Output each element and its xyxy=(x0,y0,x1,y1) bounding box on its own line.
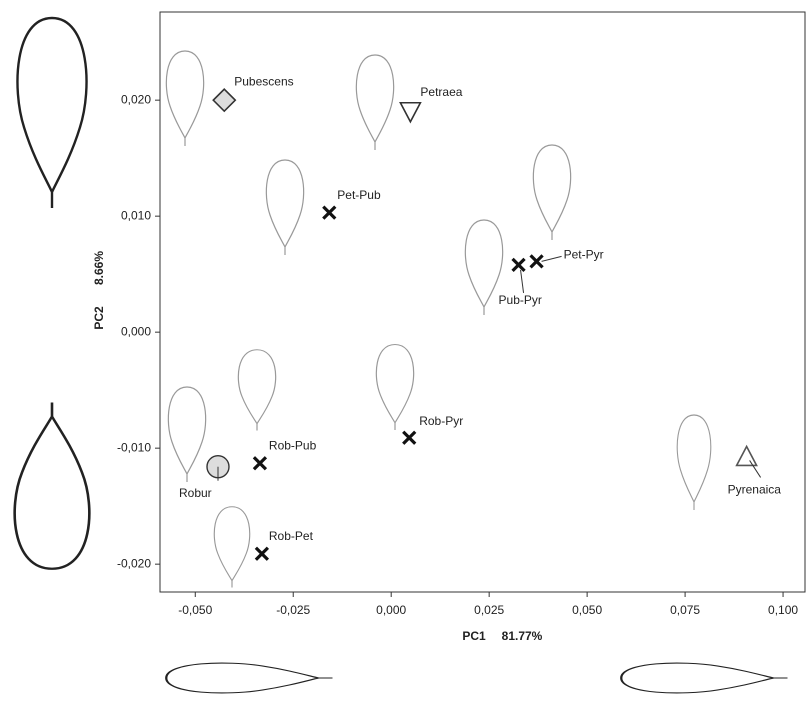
x-tick-label: -0,025 xyxy=(276,603,310,617)
leader-line xyxy=(541,255,562,262)
x-tick-label: -0,050 xyxy=(178,603,212,617)
point-label: Pub-Pyr xyxy=(499,293,542,307)
point xyxy=(529,254,544,269)
y-tick-label: 0,000 xyxy=(121,324,151,338)
leaf-outline xyxy=(464,219,504,316)
x-tick-label: 0,050 xyxy=(572,603,602,617)
point-label: Pubescens xyxy=(234,74,293,88)
x-axis-title: PC1 xyxy=(462,629,486,643)
leaf-outline xyxy=(355,54,395,151)
point xyxy=(252,456,268,471)
point xyxy=(399,101,422,124)
y-axis-percent: 8.66% xyxy=(92,251,106,285)
leaf-outline xyxy=(375,343,415,431)
leaf-outline xyxy=(213,506,251,589)
point xyxy=(735,444,758,467)
leaf-outline xyxy=(676,414,712,511)
plot-frame xyxy=(159,11,806,593)
y-axis-title: PC2 xyxy=(92,306,106,330)
leaf-outline xyxy=(16,16,88,210)
point-label: Rob-Pub xyxy=(269,438,317,452)
leaf-outline xyxy=(620,661,789,695)
leaf-outline xyxy=(165,661,334,695)
point xyxy=(402,430,417,445)
y-tick-label: -0,010 xyxy=(117,440,151,454)
y-tick-label: 0,010 xyxy=(121,208,151,222)
point-label: Petraea xyxy=(420,85,462,99)
leaf-outline xyxy=(165,50,205,147)
leaf-outline xyxy=(237,349,277,432)
point xyxy=(212,88,237,113)
point xyxy=(254,546,270,561)
y-tick-label: 0,020 xyxy=(121,92,151,106)
leader-line xyxy=(749,460,762,478)
point xyxy=(511,257,526,273)
x-axis-percent: 81.77% xyxy=(502,629,543,643)
point-label: Pet-Pyr xyxy=(564,248,604,262)
x-tick-label: 0,100 xyxy=(768,603,798,617)
point xyxy=(322,205,337,220)
x-tick-label: 0,025 xyxy=(474,603,504,617)
x-tick-label: 0,075 xyxy=(670,603,700,617)
y-tick-label: -0,020 xyxy=(117,556,151,570)
leader-line xyxy=(520,269,525,293)
point-label: Rob-Pet xyxy=(269,529,314,543)
leaf-outline xyxy=(13,401,91,571)
leaf-outline xyxy=(167,386,207,483)
point-label: Pet-Pub xyxy=(337,188,381,202)
point-label: Robur xyxy=(179,486,212,500)
leaf-outline xyxy=(265,159,305,256)
point-label: Rob-Pyr xyxy=(419,414,463,428)
leaf-outline xyxy=(532,144,572,241)
point-label: Pyrenaica xyxy=(728,483,782,497)
x-tick-label: 0,000 xyxy=(376,603,406,617)
